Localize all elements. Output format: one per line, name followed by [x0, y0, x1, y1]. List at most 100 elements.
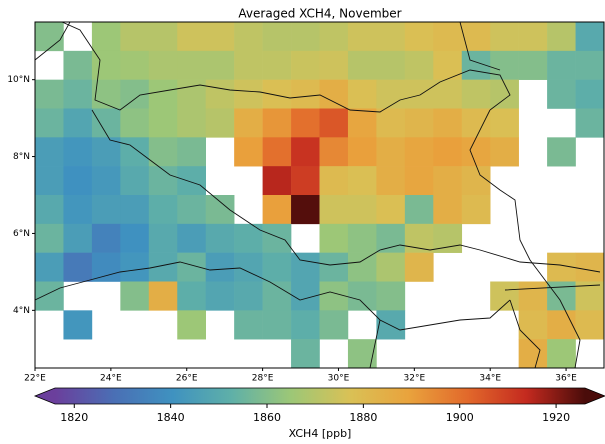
cell	[320, 224, 349, 253]
cell	[63, 51, 92, 80]
cell	[547, 282, 576, 311]
cell	[547, 22, 576, 51]
cell	[92, 22, 121, 51]
cell	[576, 51, 605, 80]
cell	[149, 109, 178, 138]
x-tick-label: 26°E	[176, 374, 198, 384]
cell	[320, 166, 349, 195]
cell	[490, 282, 519, 311]
cell	[519, 282, 548, 311]
cell	[490, 51, 519, 80]
x-tick-label: 30°E	[328, 374, 350, 384]
cell	[263, 22, 292, 51]
cell	[433, 137, 462, 166]
cell	[263, 80, 292, 109]
cell	[35, 22, 64, 51]
cell	[576, 22, 605, 51]
colorbar	[35, 388, 605, 404]
cell	[291, 166, 320, 195]
cell	[234, 80, 263, 109]
cell	[376, 137, 405, 166]
cell	[376, 51, 405, 80]
cell	[405, 80, 434, 109]
y-tick-label: 8°N	[13, 152, 30, 162]
cell	[263, 51, 292, 80]
cell	[206, 80, 235, 109]
cell	[234, 109, 263, 138]
cell	[234, 224, 263, 253]
cell	[92, 224, 121, 253]
cell	[405, 109, 434, 138]
cell	[206, 253, 235, 282]
cell	[348, 166, 377, 195]
cell	[348, 224, 377, 253]
chart: Averaged XCH4, November XCH4 [ppb] 22°E2…	[0, 0, 605, 444]
cell	[348, 22, 377, 51]
cell	[576, 253, 605, 282]
cell	[291, 137, 320, 166]
cell	[376, 224, 405, 253]
cell	[348, 51, 377, 80]
cell	[462, 195, 491, 224]
cell	[177, 137, 206, 166]
cell	[405, 22, 434, 51]
cell	[348, 137, 377, 166]
heatmap	[35, 22, 604, 368]
cell	[433, 109, 462, 138]
cell	[120, 137, 149, 166]
colorbar-extend-low	[35, 388, 55, 404]
cell	[120, 51, 149, 80]
cell	[63, 253, 92, 282]
cell	[92, 51, 121, 80]
cell	[206, 224, 235, 253]
cell	[35, 166, 64, 195]
cell	[149, 80, 178, 109]
x-tick-label: 32°E	[404, 374, 426, 384]
cell	[405, 195, 434, 224]
cell	[405, 137, 434, 166]
cell	[263, 166, 292, 195]
cell	[519, 22, 548, 51]
cell	[35, 282, 64, 311]
cell	[320, 109, 349, 138]
cell	[177, 224, 206, 253]
cell	[234, 137, 263, 166]
chart-title: Averaged XCH4, November	[238, 7, 401, 21]
cell	[149, 22, 178, 51]
cell	[433, 195, 462, 224]
cell	[433, 22, 462, 51]
cell	[63, 310, 92, 339]
colorbar-extend-high	[585, 388, 605, 404]
cell	[519, 310, 548, 339]
colorbar-tick-label: 1920	[542, 411, 570, 424]
cell	[291, 22, 320, 51]
cell	[234, 310, 263, 339]
cell	[376, 253, 405, 282]
colorbar-label: XCH4 [ppb]	[289, 427, 352, 440]
cell	[433, 51, 462, 80]
cell	[376, 166, 405, 195]
cell	[320, 195, 349, 224]
cell	[35, 253, 64, 282]
cell	[291, 195, 320, 224]
cell	[291, 80, 320, 109]
cell	[576, 109, 605, 138]
x-tick-label: 34°E	[479, 374, 501, 384]
cell	[35, 195, 64, 224]
cell	[263, 109, 292, 138]
cell	[120, 282, 149, 311]
y-tick-label: 6°N	[13, 229, 30, 239]
cell	[234, 22, 263, 51]
cell	[234, 253, 263, 282]
cell	[177, 51, 206, 80]
cell	[519, 51, 548, 80]
cell	[376, 80, 405, 109]
x-tick-label: 24°E	[100, 374, 122, 384]
cell	[320, 310, 349, 339]
cell	[320, 80, 349, 109]
cell	[547, 137, 576, 166]
cell	[490, 109, 519, 138]
cell	[177, 310, 206, 339]
cell	[120, 166, 149, 195]
y-tick-label: 4°N	[13, 306, 30, 316]
